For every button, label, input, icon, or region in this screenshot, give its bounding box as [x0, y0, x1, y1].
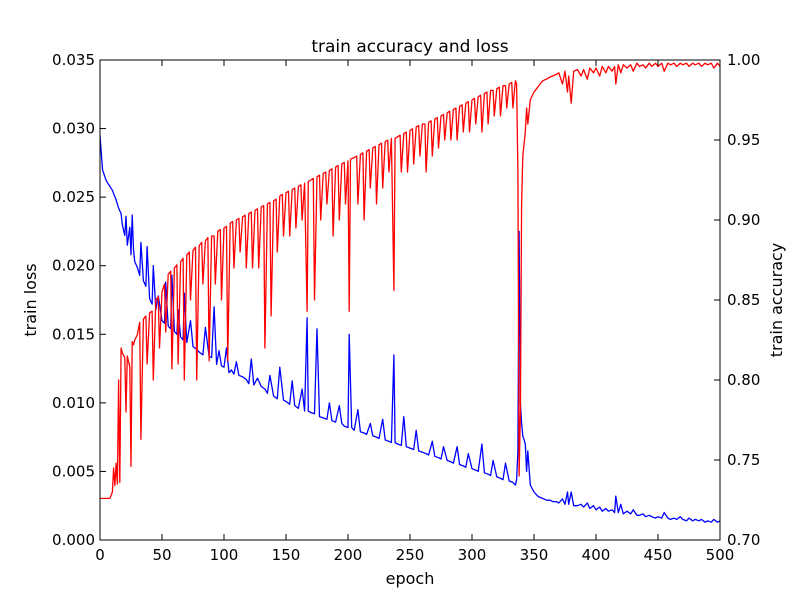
x-tick-label: 300 — [458, 546, 487, 564]
y-tick-label-right: 0.75 — [727, 451, 760, 469]
x-axis-label: epoch — [386, 569, 435, 588]
y-axis-right: 0.70 0.75 0.80 0.85 0.90 0.95 1.00 — [714, 51, 760, 549]
y-tick-label-right: 0.80 — [727, 371, 760, 389]
x-tick-label: 50 — [152, 546, 171, 564]
train-accuracy-line — [100, 62, 720, 500]
y-tick-label-left: 0.025 — [52, 188, 95, 206]
x-tick-label: 150 — [272, 546, 301, 564]
chart-title: train accuracy and loss — [311, 37, 508, 57]
y-tick-label-right: 0.70 — [727, 531, 760, 549]
y-tick-label-right: 0.95 — [727, 131, 760, 149]
y-tick-label-left: 0.030 — [52, 120, 95, 138]
x-tick-label: 0 — [95, 546, 105, 564]
x-tick-label: 100 — [210, 546, 239, 564]
x-tick-label: 450 — [644, 546, 673, 564]
x-tick-label: 200 — [334, 546, 363, 564]
y-tick-label-left: 0.015 — [52, 325, 95, 343]
y-axis-label-right: train accuracy — [767, 243, 786, 358]
y-tick-label-left: 0.000 — [52, 531, 95, 549]
y-tick-label-right: 0.90 — [727, 211, 760, 229]
y-axis-left: 0.000 0.005 0.010 0.015 0.020 0.025 0.030 0.035 — [52, 51, 106, 549]
y-tick-label-left: 0.035 — [52, 51, 95, 69]
y-tick-label-left: 0.020 — [52, 257, 95, 275]
x-tick-label: 500 — [706, 546, 735, 564]
y-tick-label-right: 1.00 — [727, 51, 760, 69]
y-tick-label-right: 0.85 — [727, 291, 760, 309]
x-tick-label: 400 — [582, 546, 611, 564]
x-tick-label: 250 — [396, 546, 425, 564]
y-tick-label-left: 0.010 — [52, 394, 95, 412]
x-tick-label: 350 — [520, 546, 549, 564]
series-layer — [100, 62, 720, 523]
y-axis-label-left: train loss — [21, 263, 40, 336]
x-axis: 0 50 100 150 200 250 300 350 400 450 500 — [95, 60, 734, 564]
y-tick-label-left: 0.005 — [52, 462, 95, 480]
